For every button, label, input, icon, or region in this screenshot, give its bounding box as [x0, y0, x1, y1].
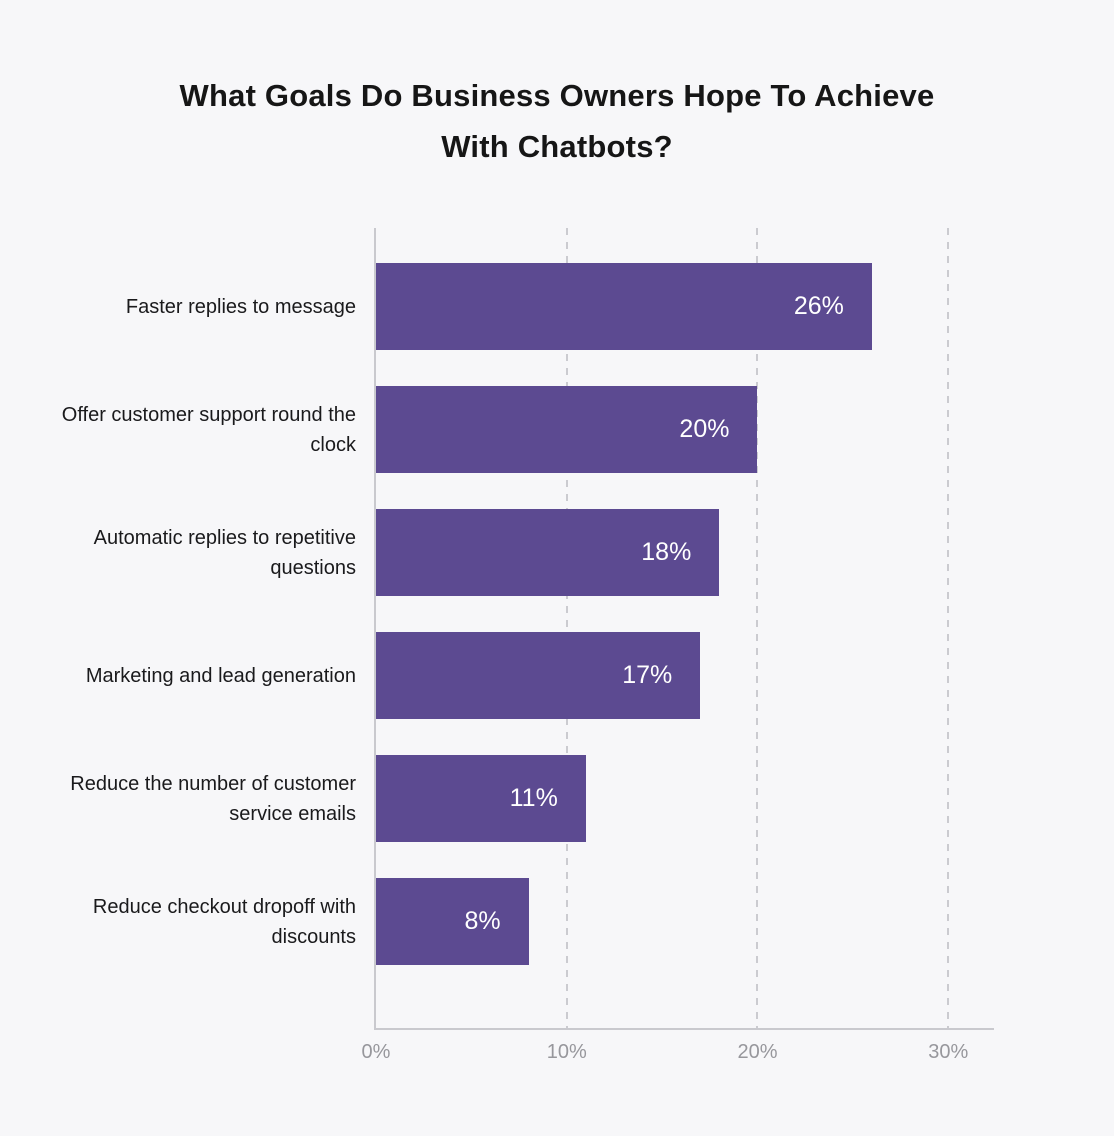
- category-label: Automatic replies to repetitive question…: [93, 526, 356, 579]
- x-tick-label: 10%: [546, 1041, 587, 1063]
- x-tick-label: 20%: [737, 1041, 778, 1063]
- x-tick-label: 30%: [928, 1041, 969, 1063]
- value-label: 18%: [641, 538, 692, 566]
- category-label: Reduce the number of customer service em…: [70, 772, 356, 825]
- bar-row: Offer customer support round the clock 20…: [62, 386, 994, 473]
- bar: 20%: [376, 386, 758, 473]
- gridline: [947, 228, 950, 1028]
- bar: 26%: [376, 263, 872, 350]
- gridline: [565, 228, 568, 1028]
- bar: 8%: [376, 878, 529, 965]
- bar: 11%: [376, 755, 586, 842]
- value-label: 26%: [793, 292, 844, 320]
- x-axis-line: [374, 1028, 994, 1030]
- bar-row: Reduce the number of customer service em…: [70, 755, 994, 842]
- category-label: Reduce checkout dropoff with discounts: [92, 895, 356, 948]
- bar: 18%: [376, 509, 720, 596]
- chart-title: What Goals Do Business Owners Hope To Ac…: [179, 78, 935, 164]
- bar-row: Faster replies to message 26%: [126, 263, 994, 350]
- bar-row: Automatic replies to repetitive question…: [94, 509, 994, 596]
- gridline: [756, 228, 759, 1028]
- value-label: 8%: [464, 907, 501, 935]
- x-tick-label: 0%: [361, 1041, 391, 1063]
- bar-row: Marketing and lead generation 17%: [86, 632, 994, 719]
- bar: 17%: [376, 632, 701, 719]
- y-axis-line: [374, 228, 376, 1028]
- value-label: 17%: [622, 661, 673, 689]
- value-label: 20%: [679, 415, 730, 443]
- category-label: Offer customer support round the clock: [61, 403, 356, 456]
- category-label: Marketing and lead generation: [85, 664, 356, 687]
- plot-area: 0% 10% 20% 30% Faster replies to message 26% O…: [62, 228, 994, 1063]
- bar-row: Reduce checkout dropoff with discounts 8%: [93, 878, 994, 965]
- category-label: Faster replies to message: [125, 295, 356, 318]
- value-label: 11%: [509, 784, 558, 812]
